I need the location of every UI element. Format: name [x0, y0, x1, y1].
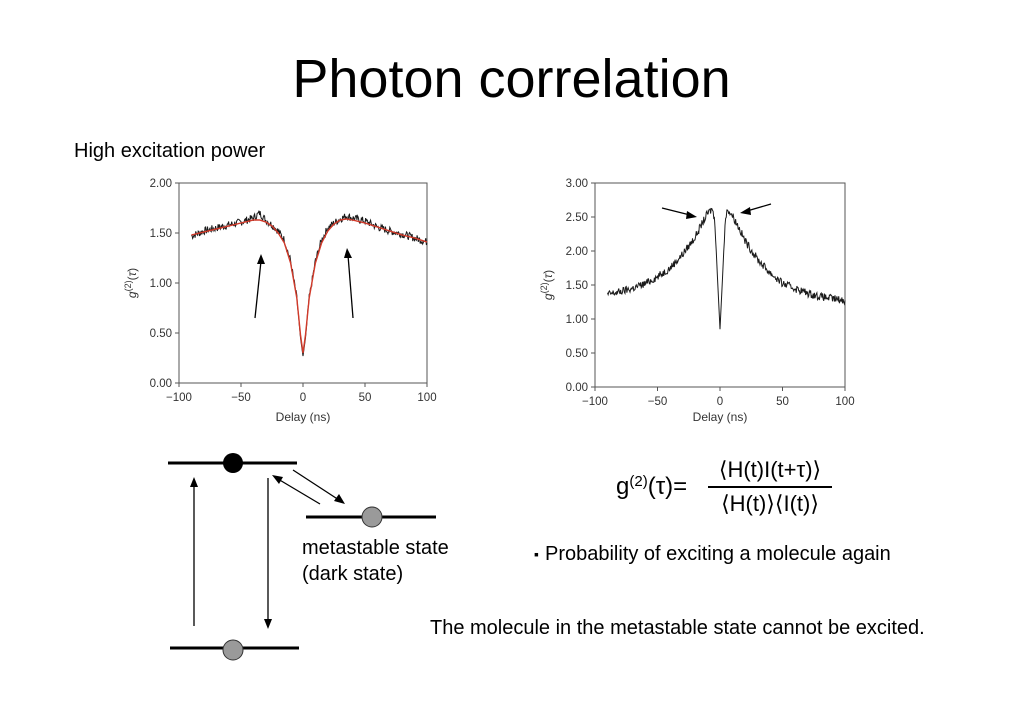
slide-subtitle: High excitation power	[74, 140, 266, 162]
right-ytick-label: 0.00	[566, 382, 588, 394]
chart-right-ylabel: g(2)(τ)	[539, 270, 555, 300]
excitation-arrowhead	[190, 477, 198, 487]
right-ytick-label: 0.50	[566, 348, 588, 360]
chart-right-arrow-right	[746, 203, 772, 212]
return-arrow	[277, 478, 321, 505]
chart-left-arrowhead-left	[257, 254, 265, 264]
right-xtick-label: 50	[776, 396, 789, 408]
chart-left-ylabel: g(2)(τ)	[123, 268, 139, 298]
bullet-marker: ▪	[534, 546, 539, 562]
return-arrowhead	[272, 475, 283, 484]
ground-state-circle	[222, 639, 244, 661]
left-xtick-label: 100	[417, 392, 436, 404]
slide-title: Photon correlation	[292, 49, 731, 109]
formula-numerator: ⟨H(t)I(t+τ)⟩	[718, 457, 822, 482]
chart-right-arrowhead-right	[740, 207, 751, 215]
left-xtick-label: −100	[166, 392, 192, 404]
chart-right-arrowhead-left	[686, 211, 697, 219]
left-ytick-label: 0.00	[150, 378, 172, 390]
right-ytick-label: 3.00	[566, 178, 588, 190]
formula-lhs: g(2)(τ)=	[616, 473, 687, 501]
right-ytick-label: 2.50	[566, 212, 588, 224]
chart-right-xlabel: Delay (ns)	[693, 410, 748, 424]
formula-fraction: ⟨H(t)I(t+τ)⟩ ⟨H(t)⟩⟨I(t)⟩	[708, 455, 832, 519]
right-xtick-label: −100	[582, 396, 608, 408]
right-xtick-label: 100	[835, 396, 854, 408]
right-xtick-label: 0	[717, 396, 723, 408]
left-ytick-label: 1.00	[150, 278, 172, 290]
chart-left-arrowhead-right	[344, 248, 352, 258]
conclusion-text: The molecule in the metastable state can…	[430, 617, 925, 639]
left-ytick-label: 2.00	[150, 178, 172, 190]
right-ytick-label: 1.50	[566, 280, 588, 292]
left-xtick-label: 0	[300, 392, 306, 404]
intersystem-crossing-arrowhead	[334, 494, 345, 504]
left-xtick-label: 50	[359, 392, 372, 404]
intersystem-crossing-arrow	[292, 469, 340, 501]
metastable-label-line2: (dark state)	[302, 563, 404, 585]
chart-left-arrow-right	[347, 254, 354, 319]
probability-text: Probability of exciting a molecule again	[545, 543, 891, 565]
metastable-label-line1: metastable state	[302, 537, 449, 559]
metastable-state-circle	[361, 506, 383, 528]
formula-lhs-sup: (2)	[629, 473, 648, 490]
left-ytick-label: 0.50	[150, 328, 172, 340]
formula-lhs-base: g	[616, 473, 630, 500]
right-ytick-label: 1.00	[566, 314, 588, 326]
left-ytick-label: 1.50	[150, 228, 172, 240]
right-ytick-label: 2.00	[566, 246, 588, 258]
metastable-state-label: metastable state (dark state)	[302, 535, 449, 587]
chart-left-series-fit-line	[191, 218, 428, 354]
chart-left-arrow-left	[254, 260, 262, 319]
right-xtick-label: −50	[648, 396, 668, 408]
chart-right-arrow-left	[661, 207, 691, 216]
left-xtick-label: −50	[231, 392, 251, 404]
formula-fraction-bar	[708, 486, 832, 488]
chart-left-xlabel: Delay (ns)	[276, 410, 331, 424]
chart-right-series-measured-line	[607, 207, 846, 330]
formula-denominator: ⟨H(t)⟩⟨I(t)⟩	[721, 490, 819, 516]
emission-arrowhead	[264, 619, 272, 629]
excited-state-molecule	[223, 453, 243, 473]
formula-lhs-arg: (τ)=	[647, 473, 688, 500]
